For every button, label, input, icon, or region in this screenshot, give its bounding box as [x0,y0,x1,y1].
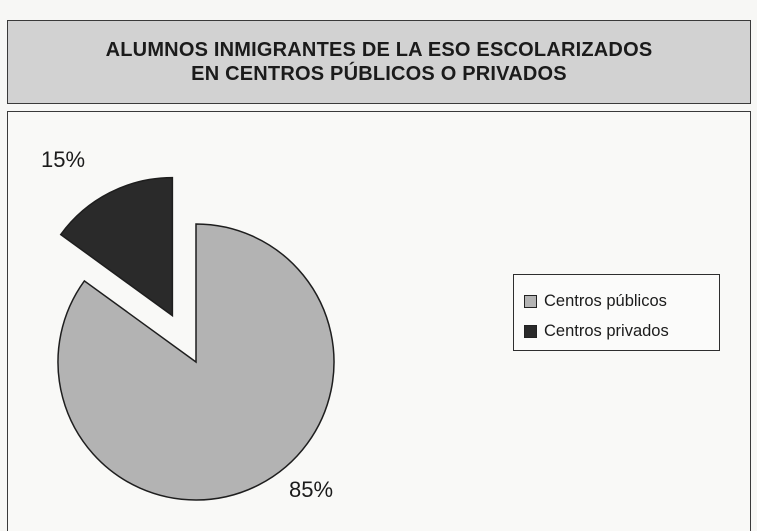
slice-label-centros-privados: 15% [41,147,86,172]
slice-label-centros-publicos: 85% [289,477,334,502]
legend: Centros públicos Centros privados [513,274,720,351]
chart-title: ALUMNOS INMIGRANTES DE LA ESO ESCOLARIZA… [7,20,751,104]
legend-swatch-centros-privados [524,324,537,338]
legend-swatch-centros-publicos [524,294,537,308]
legend-label-centros-privados: Centros privados [544,321,669,340]
pie-slice-centros-publicos [57,223,335,501]
pie-slice-centros-privados [59,176,174,318]
legend-label-centros-publicos: Centros públicos [544,291,667,310]
legend-item-centros-privados: Centros privados [524,316,719,346]
chart-title-line-1: ALUMNOS INMIGRANTES DE LA ESO ESCOLARIZA… [105,38,653,61]
legend-item-centros-publicos: Centros públicos [524,286,719,316]
chart-title-line-2: EN CENTROS PÚBLICOS O PRIVADOS [191,63,567,85]
